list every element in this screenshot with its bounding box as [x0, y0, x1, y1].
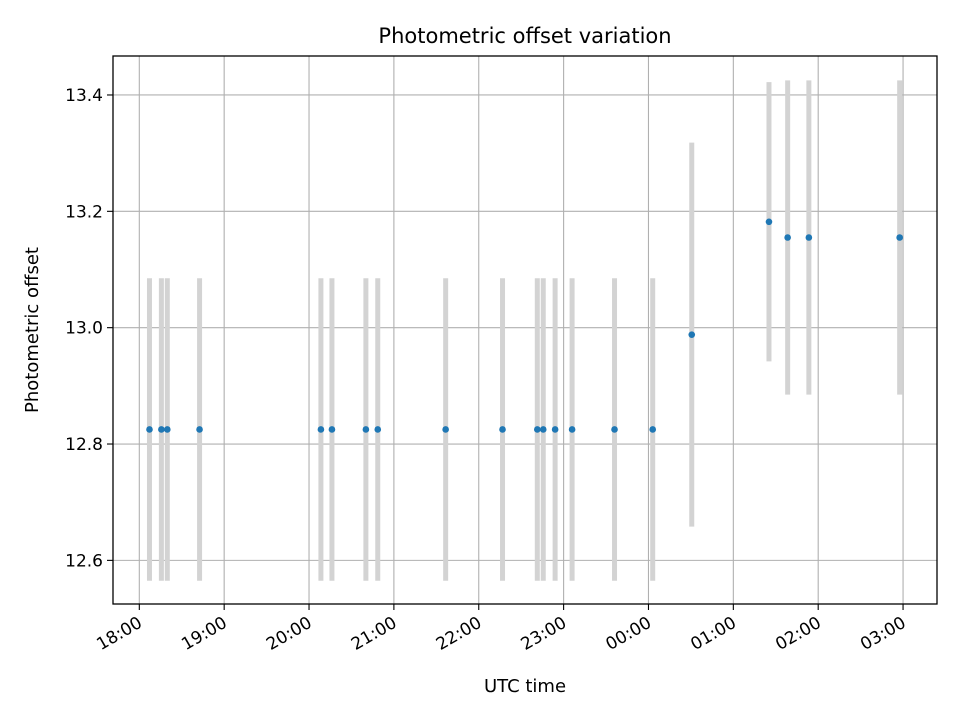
- chart-title: Photometric offset variation: [378, 24, 671, 48]
- data-point: [688, 331, 696, 338]
- data-point: [317, 426, 325, 433]
- data-point: [534, 426, 541, 433]
- y-axis-label: Photometric offset: [22, 247, 43, 413]
- data-point: [158, 426, 165, 433]
- y-axis-ticks: 12.6 12.8 13.0 13.2 13.4: [65, 86, 113, 571]
- y-tick-label: 12.8: [65, 435, 103, 455]
- y-tick-label: 13.4: [65, 86, 103, 106]
- y-tick-label: 12.6: [65, 551, 103, 571]
- data-point: [196, 426, 203, 433]
- data-point: [568, 426, 576, 433]
- grid-lines: [113, 56, 937, 604]
- data-point: [539, 426, 547, 433]
- plot-frame: [112, 55, 938, 605]
- data-point: [499, 426, 506, 433]
- data-point: [374, 426, 382, 433]
- data-points: [146, 218, 903, 433]
- data-point: [442, 426, 449, 433]
- data-point: [765, 218, 773, 226]
- data-point: [362, 426, 370, 433]
- data-point: [649, 426, 657, 433]
- data-point: [328, 426, 336, 433]
- data-point: [784, 234, 791, 241]
- y-tick-label: 13.2: [65, 202, 103, 222]
- x-axis-label: UTC time: [484, 676, 566, 697]
- data-point: [611, 426, 618, 433]
- data-point: [164, 426, 171, 433]
- data-point: [146, 426, 153, 433]
- y-tick-label: 13.0: [65, 319, 103, 339]
- data-point: [551, 426, 559, 433]
- data-point: [896, 234, 903, 241]
- data-point: [805, 234, 813, 241]
